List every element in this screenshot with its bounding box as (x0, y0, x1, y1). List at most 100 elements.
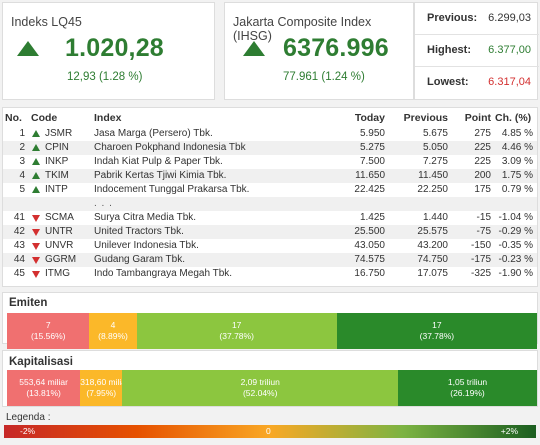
up-arrow-icon (32, 172, 40, 179)
table-row-separator (3, 197, 537, 211)
stock-code: TKIM (45, 170, 69, 181)
stock-code: SCMA (45, 212, 74, 223)
table-row[interactable]: 3 INKP Indah Kiat Pulp & Paper Tbk. 7.500 7.… (3, 155, 537, 169)
lq45-card: Indeks LQ45 1.020,28 12,93 (1.28 %) (2, 2, 215, 100)
up-arrow-icon (17, 41, 39, 56)
table-row[interactable]: 5 INTP Indocement Tunggal Prakarsa Tbk. 22.… (3, 183, 537, 197)
today-value: 1.425 (359, 212, 385, 223)
table-row[interactable]: 45 ITMG Indo Tambangraya Megah Tbk. 16.750 1… (3, 267, 537, 281)
stock-code: UNVR (45, 240, 74, 251)
segment-value: 2,09 triliun (240, 377, 280, 387)
up-arrow-icon (243, 41, 265, 56)
down-arrow-icon (32, 243, 40, 250)
stock-name: Indah Kiat Pulp & Paper Tbk. (94, 156, 223, 167)
today-value: 7.500 (359, 156, 385, 167)
row-number: 41 (13, 212, 25, 223)
stock-code: ITMG (45, 268, 70, 279)
jci-title: Jakarta Composite Index (IHSG) (233, 15, 372, 43)
today-value: 43.050 (354, 240, 385, 251)
stat-highest: Highest: 6.377,00 (415, 35, 539, 67)
stock-code: UNTR (45, 226, 73, 237)
up-arrow-icon (32, 186, 40, 193)
stock-name: Charoen Pokphand Indonesia Tbk (94, 142, 246, 153)
stat-lowest: Lowest: 6.317,04 (415, 67, 539, 99)
table-row[interactable]: 4 TKIM Pabrik Kertas Tjiwi Kimia Tbk. 11.65… (3, 169, 537, 183)
lq45-change: 12,93 (1.28 %) (67, 71, 143, 83)
up-arrow-icon (32, 130, 40, 137)
today-value: 74.575 (354, 254, 385, 265)
emiten-segment: 17 (37.78%) (336, 313, 537, 349)
row-number: 4 (19, 170, 25, 181)
stat-label: Previous: (427, 12, 478, 24)
stock-code: JSMR (45, 128, 73, 139)
col-index-header: Index (94, 112, 122, 124)
direction-indicator (32, 169, 42, 184)
stock-name: Gudang Garam Tbk. (94, 254, 185, 265)
stock-name: United Tractors Tbk. (94, 226, 184, 237)
up-arrow-icon (32, 158, 40, 165)
jci-card: Jakarta Composite Index (IHSG) 6376.996 … (224, 2, 414, 100)
row-number: 43 (13, 240, 25, 251)
point-change: 200 (474, 170, 491, 181)
segment-value: 318,60 miliar (80, 377, 122, 387)
direction-indicator (32, 127, 42, 142)
stock-name: Jasa Marga (Persero) Tbk. (94, 128, 213, 139)
segment-value: 7 (45, 320, 51, 330)
pct-change: -0.29 % (498, 226, 533, 237)
pct-change: -0.35 % (498, 240, 533, 251)
up-arrow-icon (32, 144, 40, 151)
kapitalisasi-bar: 553,64 miliar(13.81%)318,60 miliar(7.95%… (7, 370, 537, 406)
point-change: 225 (474, 156, 491, 167)
direction-indicator (32, 141, 42, 156)
row-number: 42 (13, 226, 25, 237)
previous-value: 25.575 (417, 226, 448, 237)
direction-indicator (32, 183, 42, 198)
stat-previous: Previous: 6.299,03 (415, 3, 539, 35)
row-number: 5 (19, 184, 25, 195)
pct-change: 4.85 % (501, 128, 533, 139)
stock-name: Surya Citra Media Tbk. (94, 212, 197, 223)
legend-title: Legenda : (6, 412, 51, 423)
table-row[interactable]: 43 UNVR Unilever Indonesia Tbk. 43.050 43.20… (3, 239, 537, 253)
previous-value: 5.050 (422, 142, 448, 153)
jci-change: 77.961 (1.24 %) (283, 71, 365, 83)
jci-value: 6376.996 (283, 34, 389, 62)
down-arrow-icon (32, 229, 40, 236)
today-value: 22.425 (354, 184, 385, 195)
col-code-header: Code (31, 112, 58, 124)
pct-change: 3.09 % (501, 156, 533, 167)
point-change: -75 (476, 226, 491, 237)
segment-percent: (8.89%) (98, 331, 128, 341)
table-row[interactable]: 41 SCMA Surya Citra Media Tbk. 1.425 1.440 -1… (3, 211, 537, 225)
previous-value: 1.440 (422, 212, 448, 223)
kapitalisasi-segment: 318,60 miliar(7.95%) (80, 370, 123, 406)
col-previous-header: Previous (403, 112, 448, 124)
pct-change: -0.23 % (498, 254, 533, 265)
kapitalisasi-segment: 553,64 miliar (13.81%) (7, 370, 81, 406)
stock-code: GGRM (45, 254, 77, 265)
table-row[interactable]: 42 UNTR United Tractors Tbk. 25.500 25.575 -7… (3, 225, 537, 239)
table-row[interactable]: 1 JSMR Jasa Marga (Persero) Tbk. 5.950 5.675… (3, 127, 537, 141)
kapitalisasi-section: Kapitalisasi 553,64 miliar (13.81%) 318,60… (2, 350, 538, 407)
emiten-bar: 7 (15.56%) 4 (8.89%) 17 (37.78%) 17 (37.78%) (7, 313, 537, 349)
legend-gradient: -2% 0 +2% (4, 425, 536, 438)
down-arrow-icon (32, 215, 40, 222)
table-row[interactable]: 2 CPIN Charoen Pokphand Indonesia Tbk 5.275… (3, 141, 537, 155)
point-change: -150 (470, 240, 491, 251)
row-number: 45 (13, 268, 25, 279)
today-value: 5.275 (359, 142, 385, 153)
stock-name: Unilever Indonesia Tbk. (94, 240, 199, 251)
pct-change: 1.75 % (501, 170, 533, 181)
stock-name: Indocement Tunggal Prakarsa Tbk. (94, 184, 250, 195)
stock-name: Indo Tambangraya Megah Tbk. (94, 268, 233, 279)
segment-percent: (37.78%) (419, 331, 455, 341)
kapitalisasi-segment: 2,09 triliun (52.04%) (122, 370, 399, 406)
index-movers-table: No. Code Index Today Previous Point Ch. … (2, 107, 538, 287)
today-value: 5.950 (359, 128, 385, 139)
segment-percent: (26.19%) (450, 388, 485, 398)
lq45-value: 1.020,28 (65, 34, 164, 62)
segment-percent: (7.95%) (86, 388, 117, 398)
table-row[interactable]: 44 GGRM Gudang Garam Tbk. 74.575 74.750 -175-… (3, 253, 537, 267)
direction-indicator (32, 225, 42, 241)
stat-value: 6.317,04 (488, 76, 531, 88)
